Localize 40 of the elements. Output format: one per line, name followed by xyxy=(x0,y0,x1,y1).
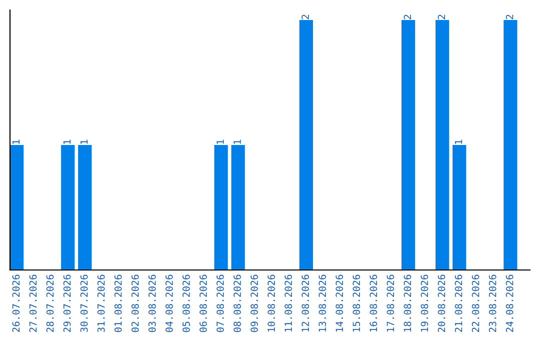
x-tick-label: 10.08.2026 xyxy=(268,274,275,332)
x-tick-label: 15.08.2026 xyxy=(352,274,360,332)
x-tick-label: 20.08.2026 xyxy=(438,274,446,332)
x-tick-label: 09.08.2026 xyxy=(250,274,258,332)
x-tick-label: 24.08.2026 xyxy=(506,274,514,332)
x-tick-label: 11.08.2026 xyxy=(284,274,292,332)
data-label: 2 xyxy=(302,14,309,20)
data-label: 1 xyxy=(216,140,224,144)
x-tick-label: 27.07.2026 xyxy=(29,274,37,332)
x-tick-label: 29.07.2026 xyxy=(63,274,71,332)
x-tick-label: 05.08.2026 xyxy=(182,274,190,332)
x-tick-label: 31.07.2026 xyxy=(97,274,105,332)
data-label: 1 xyxy=(12,140,20,144)
x-tick-label: 02.08.2026 xyxy=(131,274,139,332)
data-label: 1 xyxy=(234,140,241,144)
x-tick-label: 19.08.2026 xyxy=(420,274,428,332)
x-tick-label: 03.08.2026 xyxy=(148,274,156,332)
x-tick-label: 07.08.2026 xyxy=(216,274,224,332)
x-tick-label: 01.08.2026 xyxy=(114,274,122,332)
x-tick-label: 04.08.2026 xyxy=(165,274,173,332)
x-tick-label: 21.08.2026 xyxy=(454,274,462,332)
x-tick-label: 22.08.2026 xyxy=(472,274,480,332)
x-tick-label: 13.08.2026 xyxy=(318,274,326,332)
x-tick-label: 12.08.2026 xyxy=(302,274,310,332)
data-label: 1 xyxy=(63,140,71,144)
x-tick-label: 06.08.2026 xyxy=(200,274,207,332)
data-label: 2 xyxy=(404,14,411,20)
x-tick-label: 16.08.2026 xyxy=(370,274,378,332)
data-label: 2 xyxy=(506,14,514,20)
x-tick-label: 28.07.2026 xyxy=(46,274,54,332)
data-label: 2 xyxy=(438,14,446,20)
x-tick-label: 18.08.2026 xyxy=(404,274,412,332)
x-tick-label: 23.08.2026 xyxy=(488,274,496,332)
x-tick-label: 30.07.2026 xyxy=(80,274,88,332)
x-tick-label: 26.07.2026 xyxy=(12,274,20,332)
x-tick-label: 14.08.2026 xyxy=(336,274,344,332)
x-tick-label: 08.08.2026 xyxy=(234,274,241,332)
data-label: 1 xyxy=(454,140,462,144)
data-label: 1 xyxy=(80,140,88,144)
x-tick-label: 17.08.2026 xyxy=(386,274,394,332)
